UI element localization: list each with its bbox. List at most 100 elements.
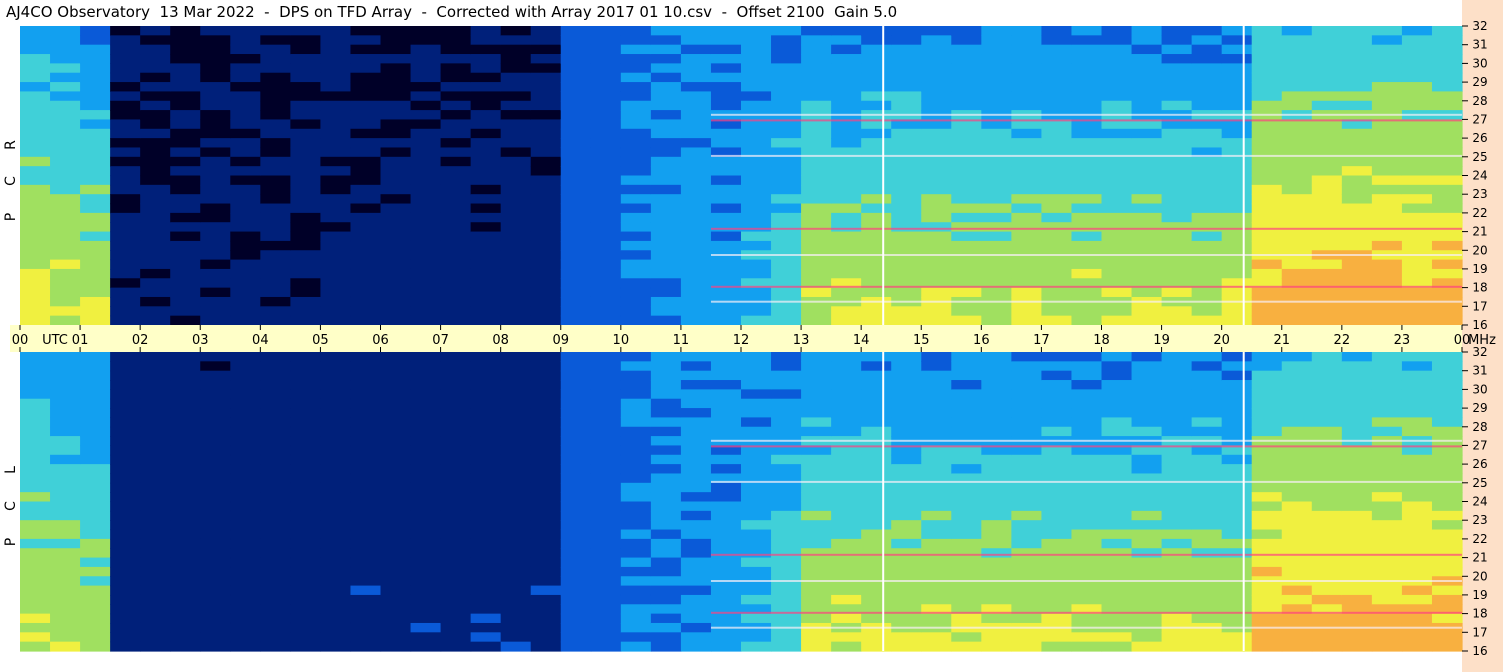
heatmap-cell xyxy=(80,641,111,652)
heatmap-cell xyxy=(1131,268,1163,279)
heatmap-cell xyxy=(771,548,802,559)
heatmap-cell xyxy=(650,203,682,214)
heatmap-cell xyxy=(290,557,322,568)
heatmap-cell xyxy=(741,54,772,64)
heatmap-cell xyxy=(861,352,892,362)
heatmap-cell xyxy=(1311,604,1343,615)
heatmap-cell xyxy=(981,166,1012,177)
heatmap-cell xyxy=(1281,492,1313,503)
heatmap-cell xyxy=(1041,529,1073,540)
heatmap-cell xyxy=(560,482,592,493)
heatmap-cell xyxy=(1371,100,1403,111)
heatmap-cell xyxy=(771,408,802,418)
heatmap-cell xyxy=(110,454,141,465)
heatmap-cell xyxy=(1101,287,1133,298)
heatmap-cell xyxy=(1131,128,1163,139)
heatmap-cell xyxy=(1191,352,1223,362)
heatmap-cell xyxy=(530,100,562,111)
heatmap-cell xyxy=(680,203,712,214)
heatmap-cell xyxy=(1161,72,1193,83)
heatmap-cell xyxy=(861,604,892,615)
heatmap-cell xyxy=(1161,184,1193,195)
heatmap-cell xyxy=(50,250,81,261)
heatmap-cell xyxy=(1341,408,1373,418)
heatmap-cell xyxy=(861,212,892,223)
heatmap-cell xyxy=(1191,156,1223,167)
heatmap-cell xyxy=(921,361,952,372)
heatmap-cell xyxy=(741,417,772,428)
heatmap-cell xyxy=(680,82,712,92)
heatmap-cell xyxy=(831,594,862,605)
heatmap-cell xyxy=(1311,54,1343,64)
heatmap-cell xyxy=(320,166,352,177)
heatmap-cell xyxy=(951,613,982,624)
heatmap-cell xyxy=(50,82,81,92)
heatmap-cell xyxy=(230,613,261,624)
heatmap-cell xyxy=(1281,44,1313,55)
heatmap-cell xyxy=(1251,464,1283,475)
heatmap-cell xyxy=(320,613,352,624)
heatmap-cell xyxy=(741,306,772,317)
heatmap-cell xyxy=(620,212,652,223)
heatmap-cell xyxy=(590,222,622,233)
heatmap-cell xyxy=(891,389,922,400)
heatmap-cell xyxy=(1041,510,1073,521)
heatmap-cell xyxy=(320,222,352,233)
heatmap-cell xyxy=(680,604,712,615)
heatmap-cell xyxy=(1431,482,1463,493)
heatmap-cell xyxy=(680,529,712,540)
heatmap-cell xyxy=(1431,594,1463,605)
heatmap-cell xyxy=(1101,35,1133,46)
heatmap-cell xyxy=(200,91,231,102)
heatmap-cell xyxy=(921,306,952,317)
heatmap-cell xyxy=(50,380,81,390)
heatmap-cell xyxy=(410,557,442,568)
heatmap-cell xyxy=(1011,641,1043,652)
heatmap-cell xyxy=(560,361,592,372)
heatmap-cell xyxy=(560,501,592,512)
heatmap-cell xyxy=(530,44,562,55)
heatmap-cell xyxy=(1131,212,1163,223)
heatmap-cell xyxy=(230,110,261,121)
heatmap-cell xyxy=(110,250,141,261)
heatmap-cell xyxy=(891,417,922,428)
heatmap-cell xyxy=(771,426,802,437)
heatmap-cell xyxy=(1311,370,1343,381)
heatmap-cell xyxy=(981,259,1012,270)
heatmap-cell xyxy=(1431,510,1463,521)
heatmap-cell xyxy=(771,194,802,205)
heatmap-cell xyxy=(260,613,291,624)
heatmap-cell xyxy=(1221,352,1253,362)
heatmap-cell xyxy=(20,641,51,652)
heatmap-cell xyxy=(921,510,952,521)
heatmap-cell xyxy=(1281,482,1313,493)
heatmap-cell xyxy=(530,548,562,559)
heatmap-cell xyxy=(620,166,652,177)
heatmap-cell xyxy=(1311,268,1343,279)
heatmap-cell xyxy=(410,501,442,512)
heatmap-cell xyxy=(80,231,111,242)
heatmap-cell xyxy=(680,576,712,587)
heatmap-cell xyxy=(200,632,231,643)
heatmap-cell xyxy=(590,510,622,521)
heatmap-cell xyxy=(1311,389,1343,400)
heatmap-cell xyxy=(230,464,261,475)
heatmap-cell xyxy=(1401,557,1433,568)
heatmap-cell xyxy=(891,557,922,568)
heatmap-cell xyxy=(1191,370,1223,381)
heatmap-cell xyxy=(921,63,952,74)
heatmap-cell xyxy=(260,641,291,652)
heatmap-cell xyxy=(1011,454,1043,465)
heatmap-cell xyxy=(1101,398,1133,409)
heatmap-cell xyxy=(710,352,742,362)
heatmap-cell xyxy=(951,278,982,289)
heatmap-cell xyxy=(741,166,772,177)
heatmap-cell xyxy=(110,212,141,223)
heatmap-cell xyxy=(110,72,141,83)
heatmap-cell xyxy=(110,464,141,475)
heatmap-cell xyxy=(741,594,772,605)
heatmap-cell xyxy=(1251,473,1283,484)
heatmap-cell xyxy=(951,100,982,111)
heatmap-cell xyxy=(590,166,622,177)
heatmap-cell xyxy=(320,259,352,270)
